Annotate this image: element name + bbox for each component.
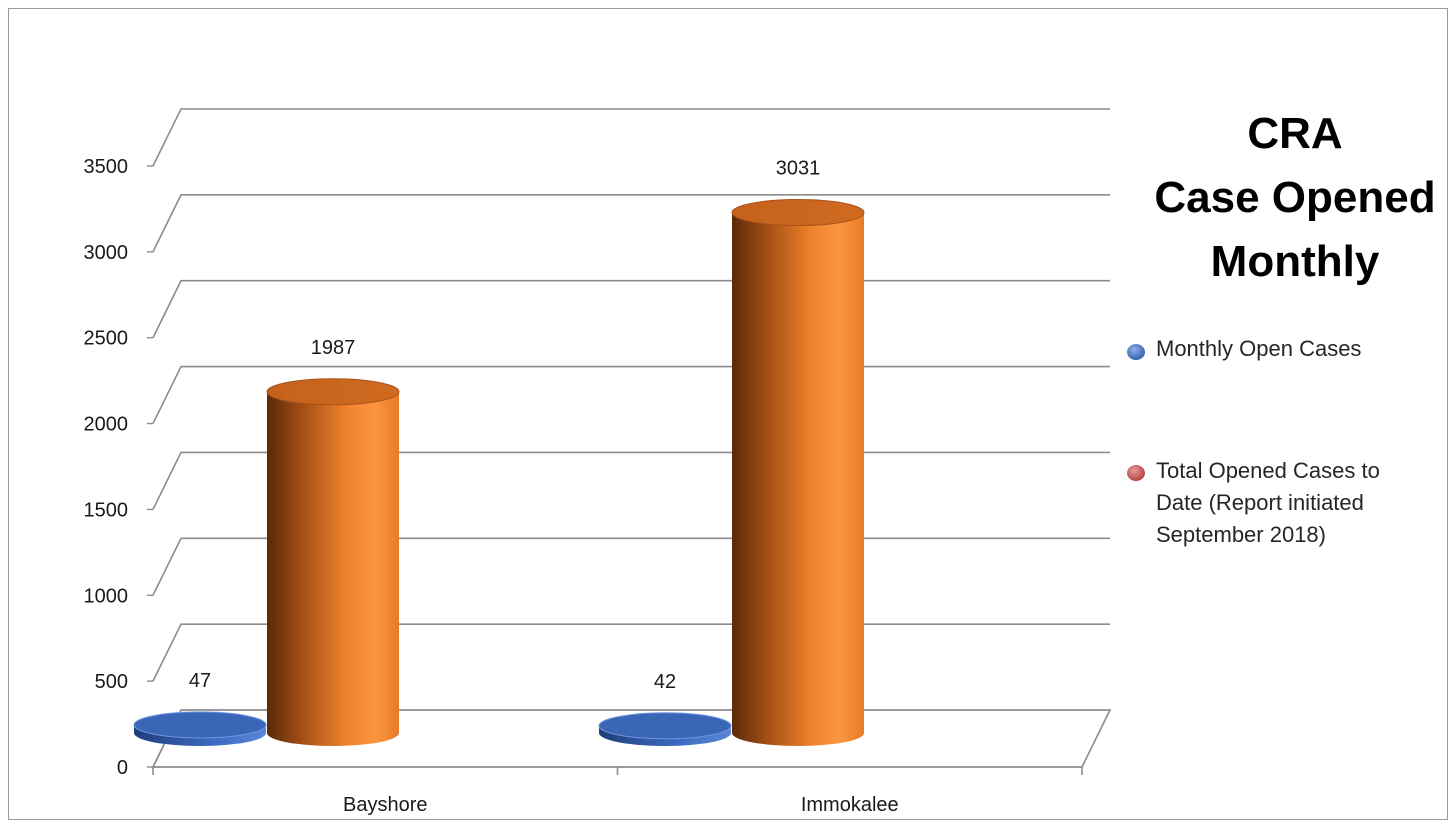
bar-top: [266, 378, 400, 406]
y-tick-label: 3000: [84, 242, 129, 264]
bar-body: [267, 391, 399, 746]
bar-cylinder: [133, 711, 267, 746]
legend-label-total-line-2: Date (Report initiated: [1156, 490, 1364, 515]
x-tick-label: Bayshore: [343, 794, 428, 816]
axes: 0 500 1000 1500 2000 2500 3000 3500 Bayshore Immo…: [84, 156, 1083, 816]
data-label: 42: [654, 671, 676, 693]
legend-label-total-line-1: Total Opened Cases to: [1156, 458, 1380, 483]
y-tick-label: 1500: [84, 499, 129, 521]
bar-top: [731, 199, 865, 227]
bar-cylinder: [731, 199, 865, 746]
y-tick-label: 3500: [84, 156, 129, 178]
y-tick-label: 1000: [84, 585, 129, 607]
y-tick-label: 500: [95, 671, 128, 693]
legend-label-total-line-3: September 2018): [1156, 522, 1326, 547]
x-tick-label: Immokalee: [801, 794, 899, 816]
chart-title-line-1: CRA: [1247, 109, 1342, 158]
bars: [133, 199, 865, 746]
data-labels: 47 1987 42 3031: [189, 158, 820, 693]
y-tick-label: 2000: [84, 414, 129, 436]
data-label: 1987: [311, 337, 356, 359]
bar-cylinder: [266, 378, 400, 746]
chart-title-line-2: Case Opened: [1154, 173, 1435, 222]
gridline: [152, 279, 1110, 339]
bar-top: [598, 712, 732, 740]
y-tick-label: 2500: [84, 328, 129, 350]
legend-marker-blue: [1127, 344, 1145, 360]
gridline: [152, 108, 1110, 167]
data-label: 47: [189, 670, 211, 692]
bar-body: [732, 212, 864, 746]
legend-label-monthly-open-cases: Monthly Open Cases: [1156, 336, 1361, 361]
bar-cylinder: [598, 712, 732, 746]
chart-title-line-3: Monthly: [1211, 237, 1380, 286]
chart-title: CRA Case Opened Monthly: [1154, 109, 1435, 286]
legend: Monthly Open Cases Total Opened Cases to…: [1127, 336, 1380, 547]
chart-frame: [8, 8, 1448, 820]
bar-top: [133, 711, 267, 739]
data-label: 3031: [776, 158, 821, 180]
legend-marker-red: [1127, 465, 1145, 481]
gridline: [152, 194, 1110, 253]
legend-item-total-opened-cases: Total Opened Cases to Date (Report initi…: [1127, 458, 1380, 547]
legend-item-monthly-open-cases: Monthly Open Cases: [1127, 336, 1361, 361]
y-tick-label: 0: [117, 757, 128, 779]
